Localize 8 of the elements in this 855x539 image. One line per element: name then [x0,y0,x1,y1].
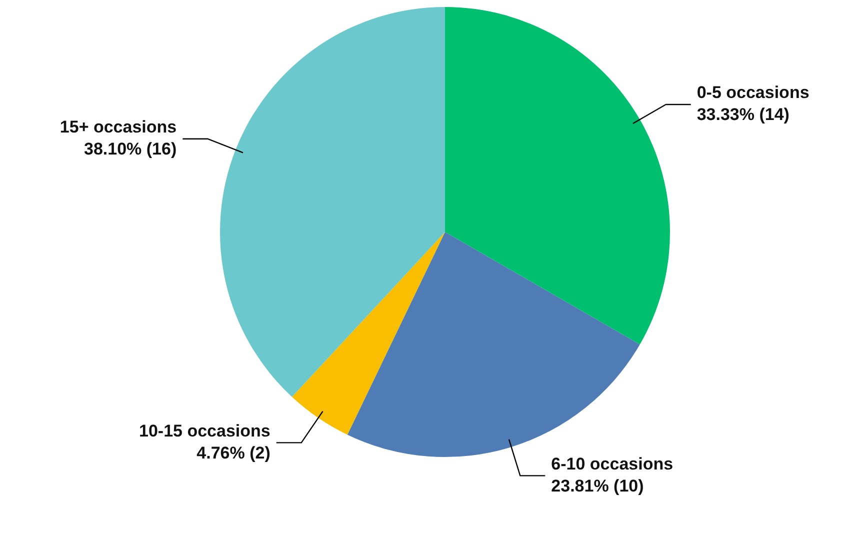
slice-label: 0-5 occasions [696,83,810,102]
slice-label: 10-15 occasions [138,421,270,440]
slice-label: 15+ occasions [60,118,177,137]
data-label: 4.76% (2) [196,443,270,462]
slice-label: 6-10 occasions [551,454,674,474]
data-label: 38.10% (16) [84,140,177,159]
data-label: 23.81% (10) [551,476,644,496]
data-label: 33.33% (14) [696,105,790,124]
